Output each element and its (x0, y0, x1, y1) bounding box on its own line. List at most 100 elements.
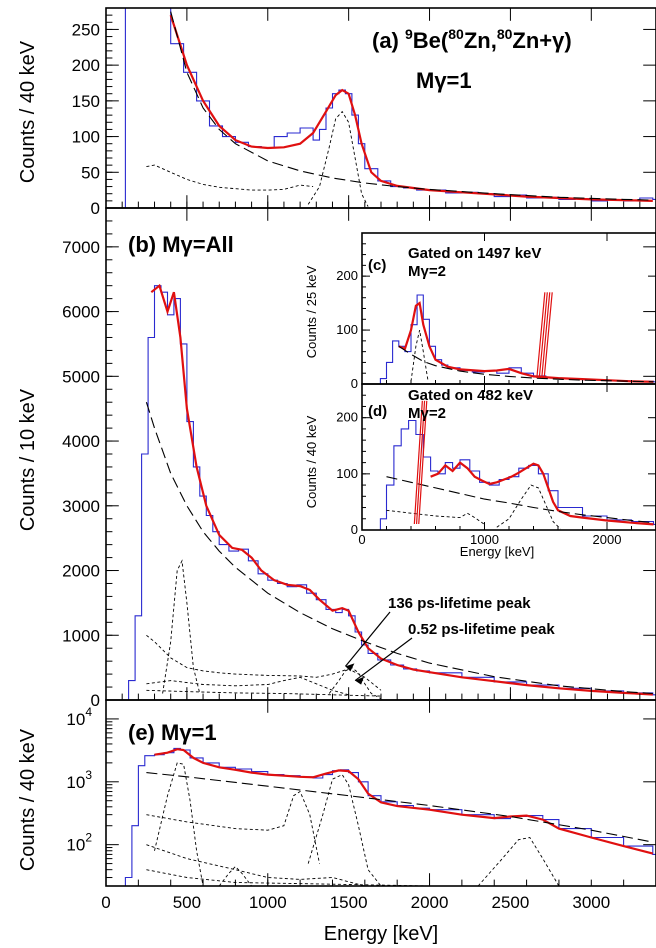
annotation-052ps-arrow (354, 637, 413, 682)
panel-b-ytick-label-6: 6000 (62, 303, 100, 322)
panel-e-xtick-label-0: 0 (101, 893, 110, 912)
panel-c-ytick-label-0: 0 (351, 376, 358, 391)
panel-d-ytick-label-1: 100 (336, 466, 358, 481)
panel-b-dashed-background-series-2 (145, 402, 653, 695)
panel-c-subtitle: Mγ=2 (408, 263, 446, 280)
panel-c-ytick-label-1: 100 (336, 322, 358, 337)
panel-a-ytick-label-1: 50 (81, 163, 100, 182)
panel-e-dotted-component-series-5 (307, 774, 382, 887)
panel-c-gate-marker-3 (543, 292, 553, 379)
annotation-136ps: 136 ps-lifetime peak (388, 595, 531, 612)
panel-e-xtick-label-6: 3000 (572, 893, 610, 912)
panel-e-dotted-component-series-6 (146, 844, 398, 887)
panel-a-ylabel: Counts / 40 keV (17, 40, 39, 183)
panel-a-title-prefix: (a) (372, 28, 405, 53)
panel-a-subtitle: Mγ=1 (416, 68, 472, 93)
panel-d-background (362, 384, 656, 530)
panel-d-xlabel: Energy [keV] (460, 544, 534, 559)
panel-e-ytick-label-2: 104 (66, 705, 92, 729)
panel-c-label: (c) (368, 257, 386, 274)
panel-b-dotted-component-series-7 (146, 689, 382, 697)
panel-a-title-zn: Zn, (464, 28, 497, 53)
panel-d-dotted-component-series-3 (496, 484, 561, 530)
panel-e-xtick-label-1: 500 (173, 893, 201, 912)
text-layer: (a) 9Be(80Zn,80Zn+γ) Mγ=1 Counts / 40 ke… (17, 20, 621, 945)
panel-d-gate-marker-1 (415, 400, 426, 525)
panel-b-ytick-label-1: 1000 (62, 626, 100, 645)
panel-b-ytick-label-7: 7000 (62, 238, 100, 257)
panel-e-histogram-series-0 (124, 747, 656, 886)
panel-e-dotted-component-series-9 (146, 869, 559, 887)
annotation-052ps-arrowhead (355, 676, 365, 685)
data-layer (122, 7, 656, 887)
panel-b-fit-series-1 (150, 283, 653, 696)
panel-d-label: (d) (368, 403, 387, 420)
panel-a-ytick-label-2: 100 (72, 128, 100, 147)
panel-b-ytick-label-2: 2000 (62, 562, 100, 581)
panel-b-dotted-component-series-4 (146, 634, 382, 691)
panel-b-ytick-label-5: 5000 (62, 367, 100, 386)
panel-a-title-rest: Zn+γ) (512, 28, 571, 53)
panel-e-ylabel: Counts / 40 keV (17, 728, 39, 871)
panel-d-fit-series-1 (430, 461, 654, 526)
panel-d-ylabel: Counts / 40 keV (304, 415, 319, 508)
panel-e-xtick-label-5: 2500 (491, 893, 529, 912)
panel-b-series-group (122, 283, 656, 701)
panel-c-title: Gated on 1497 keV (408, 245, 541, 262)
panel-d-dashed-background-series-2 (386, 476, 654, 524)
panel-a-dotted-component-series-4 (307, 110, 369, 207)
panel-d-series-group (379, 419, 656, 530)
panel-b-ytick-label-3: 3000 (62, 497, 100, 516)
panel-b-dotted-component-series-6 (328, 667, 382, 700)
panel-a-sup-80-1: 80 (448, 26, 464, 42)
annotation-136ps-arrowhead (345, 663, 355, 672)
panel-a-title: (a) 9Be(80Zn,80Zn+γ) (372, 26, 572, 53)
panel-d-histogram-series-0 (379, 419, 656, 530)
panel-c-ylabel: Counts / 25 keV (304, 265, 319, 358)
panel-e-ytick-label-0: 102 (66, 831, 92, 855)
panel-e-fit-series-1 (154, 748, 654, 855)
panel-e-xtick-label-2: 1000 (249, 893, 287, 912)
panel-d-dotted-component-series-4 (386, 509, 485, 525)
panel-a-fit-series-1 (169, 14, 653, 202)
panel-d-ytick-label-2: 200 (336, 410, 358, 425)
panel-a-ytick-label-4: 200 (72, 56, 100, 75)
panel-b-ytick-label-4: 4000 (62, 432, 100, 451)
panel-c-series-group (379, 294, 656, 384)
panel-b-dotted-component-series-5 (146, 676, 349, 696)
panel-d-gate-marker-2 (418, 400, 428, 525)
panel-e-dotted-component-series-7 (218, 865, 252, 887)
panel-c-background (362, 233, 656, 384)
panel-a-ytick-label-0: 0 (91, 199, 100, 218)
annotation-136ps-arrow (344, 611, 391, 667)
panel-d-subtitle: Mγ=2 (408, 405, 446, 422)
panel-e-frame (105, 699, 656, 887)
panel-d-xtick-label-0: 0 (358, 532, 365, 547)
panel-c-gate-marker-0 (536, 292, 546, 379)
panel-d-title: Gated on 482 keV (408, 387, 533, 404)
panel-c-dotted-component-series-3 (410, 329, 429, 382)
panel-d-xtick-label-2: 2000 (593, 532, 622, 547)
panel-a-title-be: Be( (413, 28, 449, 53)
panel-e-dotted-component-series-8 (477, 836, 560, 887)
panel-e-title: (e) Mγ=1 (128, 720, 217, 745)
axes-layer (105, 7, 656, 887)
panel-d-ytick-label-0: 0 (351, 522, 358, 537)
panel-a-ytick-label-5: 250 (72, 20, 100, 39)
panel-c-gate-marker-1 (538, 292, 548, 379)
panel-b-ylabel: Counts / 10 keV (17, 388, 39, 531)
panel-e-xtick-label-3: 1500 (330, 893, 368, 912)
panel-a-sup-80-2: 80 (497, 26, 513, 42)
panel-e-ytick-label-1: 103 (66, 768, 92, 792)
panel-e-dotted-component-series-4 (146, 790, 320, 864)
panel-c-gate-marker-2 (541, 292, 551, 379)
panel-b-title: (b) Mγ=All (128, 232, 234, 257)
panel-a-sup-9: 9 (405, 26, 413, 42)
panel-e-dotted-component-series-3 (154, 762, 204, 887)
panel-a-dotted-component-series-3 (146, 164, 314, 191)
panel-b-dotted-component-series-3 (162, 559, 201, 694)
panel-e-series-group (124, 747, 656, 887)
panel-c-ytick-label-2: 200 (336, 268, 358, 283)
panel-b-ytick-label-0: 0 (91, 691, 100, 710)
